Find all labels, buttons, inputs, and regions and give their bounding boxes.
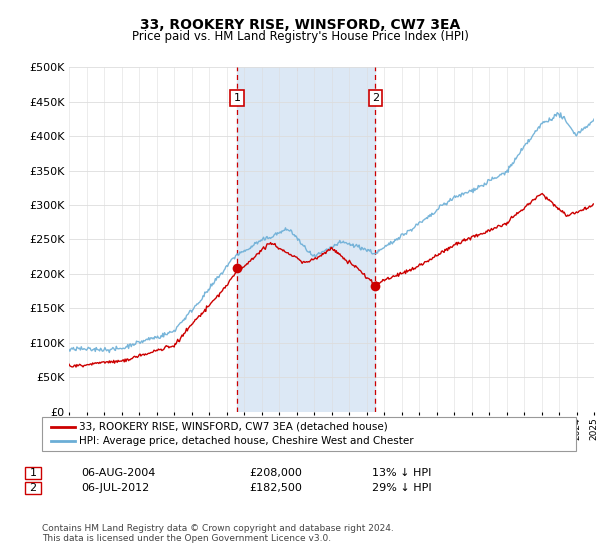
Text: £182,500: £182,500	[249, 483, 302, 493]
Text: Price paid vs. HM Land Registry's House Price Index (HPI): Price paid vs. HM Land Registry's House …	[131, 30, 469, 43]
Text: 1: 1	[29, 468, 37, 478]
Text: HPI: Average price, detached house, Cheshire West and Chester: HPI: Average price, detached house, Ches…	[79, 436, 414, 446]
Text: Contains HM Land Registry data © Crown copyright and database right 2024.
This d: Contains HM Land Registry data © Crown c…	[42, 524, 394, 543]
Text: 2: 2	[371, 93, 379, 103]
Text: 13% ↓ HPI: 13% ↓ HPI	[372, 468, 431, 478]
Text: 33, ROOKERY RISE, WINSFORD, CW7 3EA (detached house): 33, ROOKERY RISE, WINSFORD, CW7 3EA (det…	[79, 422, 388, 432]
Text: 06-JUL-2012: 06-JUL-2012	[81, 483, 149, 493]
Bar	[237, 67, 375, 412]
Text: £208,000: £208,000	[249, 468, 302, 478]
Text: 2: 2	[29, 483, 37, 493]
Text: 06-AUG-2004: 06-AUG-2004	[81, 468, 155, 478]
Text: 29% ↓ HPI: 29% ↓ HPI	[372, 483, 431, 493]
Text: 1: 1	[233, 93, 241, 103]
Text: 33, ROOKERY RISE, WINSFORD, CW7 3EA: 33, ROOKERY RISE, WINSFORD, CW7 3EA	[140, 18, 460, 32]
